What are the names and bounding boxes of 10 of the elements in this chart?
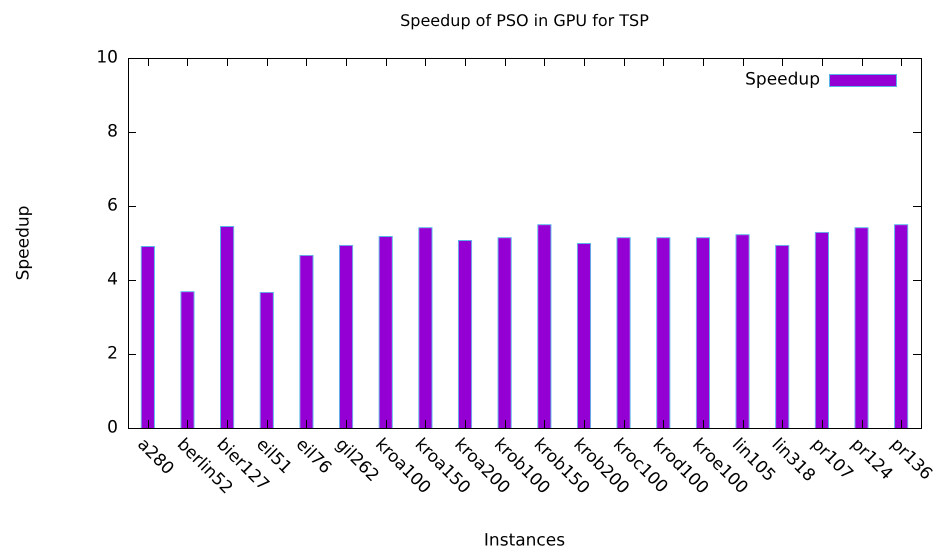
y-tick-label: 10 — [96, 47, 118, 68]
y-tick-label: 2 — [107, 343, 118, 364]
y-tick-label: 4 — [107, 269, 118, 290]
x-axis-title: Instances — [484, 530, 566, 550]
legend-label: Speedup — [745, 69, 820, 90]
chart-title: Speedup of PSO in GPU for TSP — [400, 11, 650, 30]
y-axis-title: Speedup — [13, 206, 34, 280]
y-tick-label: 0 — [107, 417, 118, 438]
y-tick-label: 6 — [107, 195, 118, 216]
y-tick-label: 8 — [107, 121, 118, 142]
